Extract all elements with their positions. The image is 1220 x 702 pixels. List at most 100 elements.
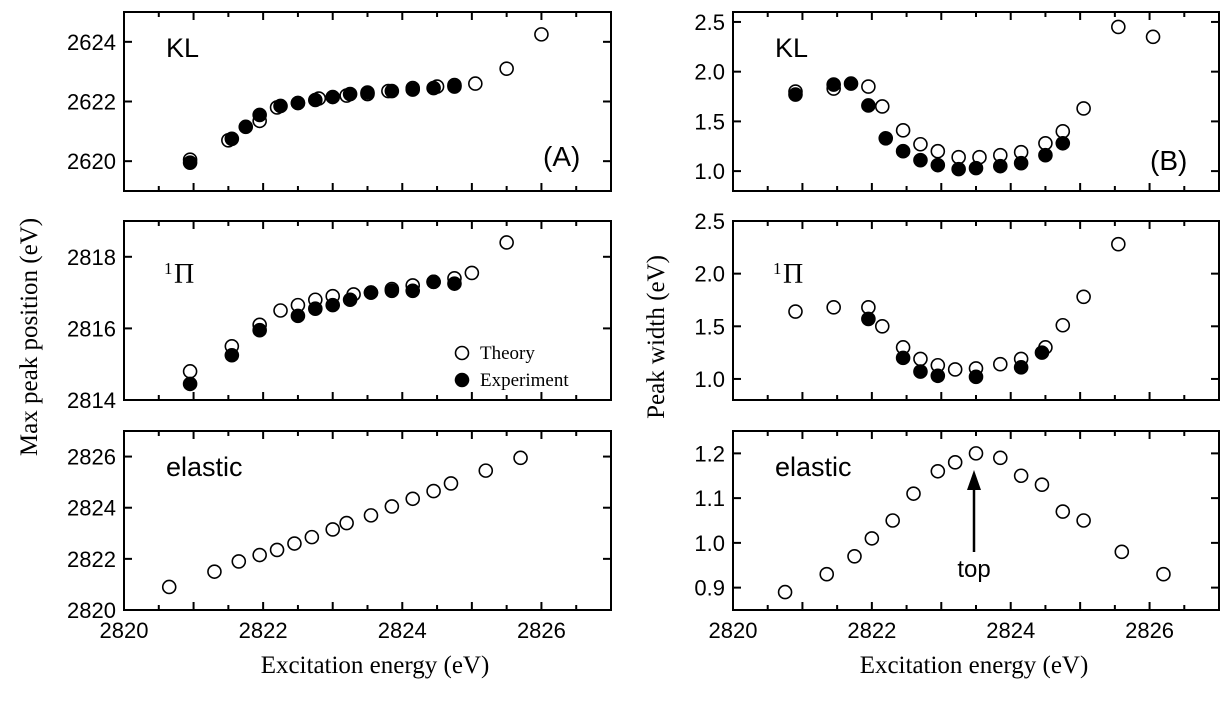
panel-a-elastic: 2820 2822 2824 2826 2820 2822 2824 2826 elastic [67,430,612,643]
theory-point [339,515,354,531]
theory-point [968,446,984,461]
panel-letter-a: (A) [543,141,580,172]
legend-theory-label: Theory [480,343,535,364]
theory-point [1156,566,1171,582]
theory-point [819,566,835,582]
theory-point [182,364,198,379]
experiment-point [363,285,379,300]
theory-point [930,463,946,479]
theory-point [992,356,1008,372]
x-tick-label: 2822 [847,618,896,643]
theory-point [207,564,222,579]
theory-point [777,584,793,600]
theory-point [1055,124,1071,139]
theory-point [847,548,862,564]
experiment-point [895,143,911,159]
panel-tag: Π [174,259,194,290]
experiment-point [968,160,984,176]
experiment-point [273,98,288,114]
theory-point [913,351,928,367]
experiment-point [252,322,267,338]
experiment-point [325,297,341,313]
experiment-point [878,130,894,146]
theory-point [1055,317,1071,333]
y-tick-label: 2.0 [694,262,725,287]
theory-point [947,362,963,377]
theory-point [826,300,841,315]
experiment-point [913,152,928,168]
experiment-point [342,86,358,102]
experiment-point [360,85,375,100]
theory-point [864,531,880,546]
theory-point [287,536,302,551]
panel-tag: elastic [775,452,852,482]
theory-point [513,450,528,466]
experiment-point [325,89,341,105]
experiment-point [384,83,400,99]
experiment-point [1034,345,1050,360]
theory-point [1111,236,1126,252]
experiment-point [861,98,876,113]
y-tick-label: 2622 [67,90,116,115]
theory-point [273,303,288,318]
theory-point [895,123,911,138]
y-tick-label: 2820 [67,598,116,623]
y-tick-label: 1.5 [694,314,725,339]
right-x-axis-label: Excitation energy (eV) [860,652,1089,679]
legend: Theory Experiment [454,343,569,391]
panel-a-pi: 2814 2816 2818 1 Π [67,220,612,413]
y-tick-label: 1.0 [694,367,725,392]
x-tick-label: 2820 [709,618,758,643]
experiment-point [405,283,421,299]
theory-point [1055,504,1071,519]
experiment-point [405,82,421,97]
x-tick-label: 2826 [1125,618,1174,643]
theory-point [161,579,177,595]
panel-tag-superscript: 1 [773,259,782,278]
experiment-point [1013,155,1029,171]
theory-point [426,483,441,499]
experiment-point [308,92,323,108]
theory-point [951,149,966,165]
theory-point [304,529,320,545]
experiment-point [384,283,400,299]
theory-point [405,491,421,507]
theory-point [231,554,247,569]
legend-experiment-marker [454,372,470,388]
experiment-point [252,107,267,123]
theory-point [269,542,285,558]
y-tick-label: 2822 [67,547,116,572]
experiment-point [1013,360,1029,375]
theory-point [478,463,494,478]
y-tick-label: 2.0 [694,60,725,85]
panel-b-kl: 1.0 1.5 2.0 2.5 KL [694,10,1220,192]
panel-tag: KL [166,33,199,63]
experiment-point [290,95,306,111]
panel-tag: KL [775,33,808,63]
y-tick-label: 2824 [67,496,116,521]
theory-point [325,522,341,537]
theory-point [499,61,514,76]
experiment-point [426,80,441,96]
experiment-point [308,301,323,317]
theory-point [464,265,480,281]
theory-point [874,99,890,114]
theory-point [1145,29,1161,45]
theory-point [384,499,400,514]
legend-experiment-label: Experiment [480,370,569,391]
top-annotation: top [957,470,991,583]
experiment-point [238,119,254,135]
experiment-point [930,368,946,384]
y-tick-label: 2818 [67,245,116,270]
theory-point [363,508,379,523]
experiment-point [447,276,462,291]
experiment-point [342,292,358,308]
theory-point [992,450,1008,466]
x-tick-label: 2824 [986,618,1035,643]
theory-point [1038,135,1053,151]
y-tick-label: 2816 [67,316,116,341]
theory-point [874,318,890,334]
experiment-point [861,311,876,327]
y-tick-label: 2826 [67,445,116,470]
